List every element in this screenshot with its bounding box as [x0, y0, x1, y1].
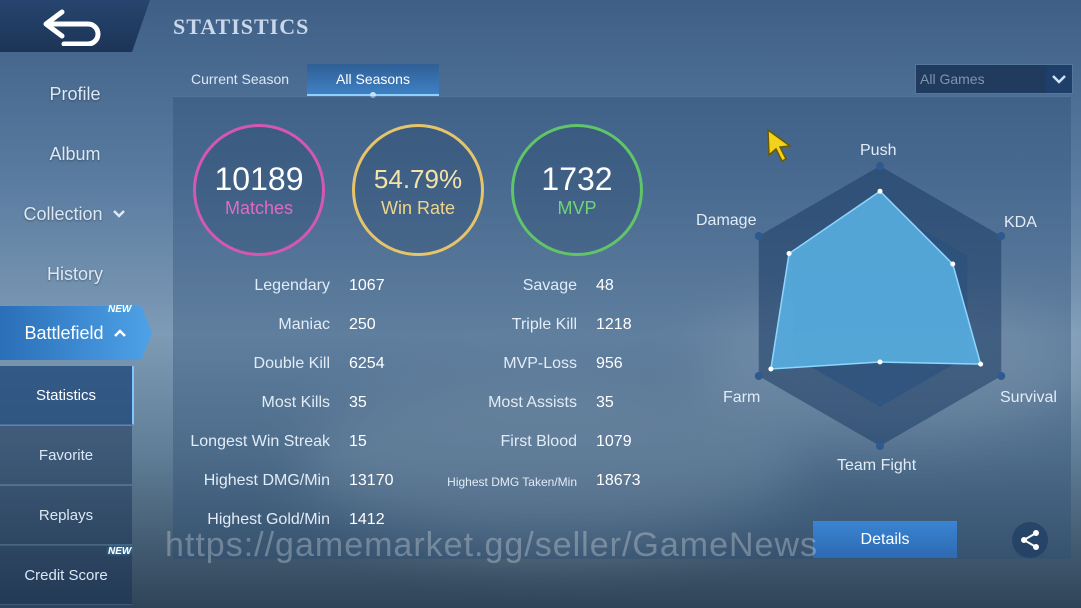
- radar-label-kda: KDA: [1004, 214, 1037, 231]
- tab-label: All Seasons: [336, 71, 410, 87]
- dropdown-value: All Games: [920, 71, 985, 87]
- sidebar-item-collection[interactable]: Collection: [0, 194, 150, 234]
- new-badge: NEW: [108, 304, 132, 315]
- radar-label-survival: Survival: [1000, 389, 1057, 406]
- sidebar-sub-item-label: Statistics: [35, 386, 96, 404]
- sidebar-item-label: Battlefield: [24, 322, 104, 343]
- stat-value: 1079: [596, 433, 632, 450]
- tab-indicator: [370, 92, 376, 98]
- new-badge: NEW: [108, 546, 132, 557]
- stat-value: 48: [596, 277, 614, 294]
- win-rate-circle: 54.79% Win Rate: [352, 124, 484, 256]
- chevron-down-icon: [1052, 75, 1066, 84]
- stat-value: 1218: [596, 316, 632, 333]
- stat-label: Highest Gold/Min: [207, 511, 330, 528]
- chevron-down-icon: [112, 210, 125, 218]
- share-button[interactable]: [1012, 522, 1048, 558]
- stat-value: 1412: [349, 511, 385, 528]
- stat-value: 1067: [349, 277, 385, 294]
- sidebar-sub-item-label: Credit Score: [24, 566, 108, 584]
- stat-value: 13170: [349, 472, 394, 489]
- sidebar-sub-item-credit-score[interactable]: Credit Score: [0, 546, 132, 605]
- sidebar-sub-item-label: Favorite: [38, 446, 94, 464]
- watermark-text: https://gamemarket.gg/seller/GameNews: [165, 526, 819, 564]
- stat-label: Double Kill: [253, 355, 330, 372]
- win-rate-label: Win Rate: [380, 198, 456, 218]
- stat-label: Highest DMG Taken/Min: [447, 475, 577, 489]
- stat-value: 6254: [349, 355, 385, 372]
- sidebar-item-label: Album: [49, 143, 101, 164]
- background-cloud: [300, 380, 800, 540]
- back-button[interactable]: [0, 0, 150, 52]
- radar-label-team-fight: Team Fight: [837, 457, 917, 474]
- stat-value: 35: [349, 394, 367, 411]
- stat-value: 15: [349, 433, 367, 450]
- share-icon: [1021, 530, 1039, 550]
- stat-label: First Blood: [500, 433, 577, 450]
- matches-circle: 10189 Matches: [193, 124, 325, 256]
- tab-current-season[interactable]: Current Season: [173, 64, 307, 94]
- sidebar-item-history[interactable]: History: [0, 254, 150, 294]
- mvp-circle: 1732 MVP: [511, 124, 643, 256]
- mvp-label: MVP: [557, 198, 597, 218]
- stat-value: 18673: [596, 472, 641, 489]
- radar-label-damage: Damage: [696, 212, 757, 229]
- stat-value: 250: [349, 316, 376, 333]
- chevron-up-icon: [113, 329, 126, 337]
- stat-label: Maniac: [278, 316, 330, 333]
- details-button-label: Details: [860, 530, 910, 548]
- matches-value: 10189: [214, 161, 304, 197]
- stat-value: 956: [596, 355, 623, 372]
- sidebar-item-label: Profile: [49, 83, 101, 104]
- radar-label-farm: Farm: [723, 389, 761, 406]
- page-title: STATISTICS: [173, 14, 310, 39]
- game-filter-dropdown[interactable]: All Games: [915, 64, 1073, 94]
- matches-label: Matches: [224, 198, 294, 218]
- win-rate-value: 54.79%: [373, 164, 463, 194]
- sidebar-item-album[interactable]: Album: [0, 134, 150, 174]
- stat-label: Most Kills: [261, 394, 330, 411]
- stat-label: MVP-Loss: [503, 355, 577, 372]
- stat-label: Highest DMG/Min: [203, 472, 330, 489]
- sidebar-item-battlefield[interactable]: Battlefield: [0, 306, 152, 360]
- sidebar-item-label: Collection: [23, 203, 103, 224]
- sidebar-sub-item-statistics[interactable]: Statistics: [0, 366, 134, 425]
- sidebar-item-profile[interactable]: Profile: [0, 74, 150, 114]
- stat-label: Most Assists: [488, 394, 577, 411]
- stat-label: Triple Kill: [511, 316, 577, 333]
- details-button[interactable]: Details: [813, 521, 957, 558]
- stat-label: Legendary: [254, 277, 330, 294]
- back-arrow-icon: [43, 9, 101, 46]
- stat-value: 35: [596, 394, 614, 411]
- stat-label: Longest Win Streak: [190, 433, 330, 450]
- stat-label: Savage: [522, 277, 577, 294]
- sidebar-sub-item-label: Replays: [38, 506, 94, 524]
- radar-label-push: Push: [860, 142, 897, 159]
- tab-label: Current Season: [190, 71, 290, 87]
- dropdown-toggle[interactable]: [1046, 65, 1072, 93]
- sidebar-sub-item-favorite[interactable]: Favorite: [0, 426, 132, 485]
- sidebar-sub-item-replays[interactable]: Replays: [0, 486, 132, 545]
- sidebar-item-label: History: [46, 263, 103, 284]
- tab-all-seasons[interactable]: All Seasons: [307, 64, 439, 98]
- mvp-value: 1732: [541, 161, 613, 197]
- cursor-icon: [767, 128, 793, 162]
